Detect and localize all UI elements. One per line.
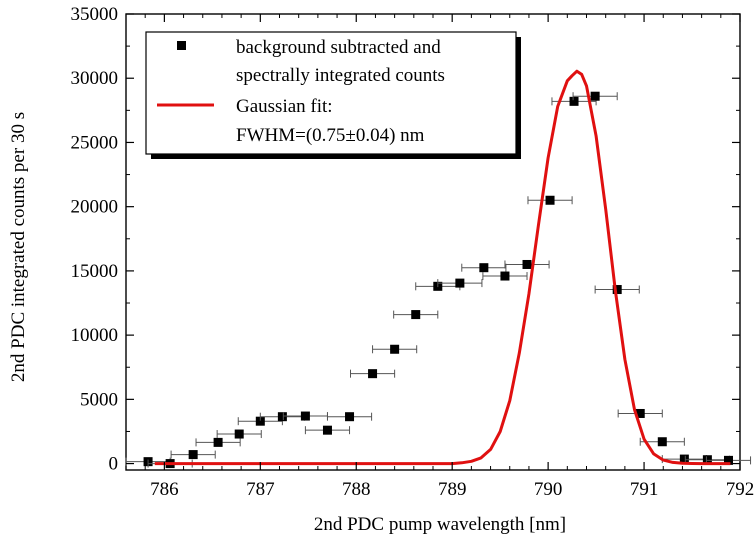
data-point — [390, 344, 400, 354]
x-tick-label: 786 — [150, 479, 179, 500]
x-tick-label: 790 — [534, 479, 563, 500]
legend: background subtracted and spectrally inte… — [145, 31, 521, 159]
data-point — [411, 310, 421, 320]
data-point — [702, 455, 712, 465]
x-axis-title: 2nd PDC pump wavelength [nm] — [314, 514, 566, 535]
x-tick-label: 792 — [726, 479, 755, 500]
y-tick-label: 20000 — [71, 197, 119, 218]
data-point — [213, 437, 223, 447]
data-point — [679, 454, 689, 464]
y-axis-title: 2nd PDC integrated counts per 30 s — [8, 112, 29, 382]
data-point — [545, 195, 555, 205]
data-point — [657, 437, 667, 447]
y-tick-label: 25000 — [71, 132, 119, 153]
legend-label-fit: FWHM=(0.75±0.04) nm — [236, 125, 425, 146]
legend-marker-points — [177, 41, 186, 50]
data-point — [345, 412, 355, 422]
y-tick-label: 30000 — [71, 68, 119, 89]
x-tick-label: 787 — [246, 479, 275, 500]
data-point — [368, 369, 378, 379]
legend-label-points: spectrally integrated counts — [236, 65, 445, 86]
y-tick-label: 0 — [109, 454, 119, 475]
data-point — [500, 271, 510, 281]
legend-label-fit: Gaussian fit: — [236, 96, 333, 117]
data-point — [255, 416, 265, 426]
y-tick-label: 10000 — [71, 325, 119, 346]
data-point — [635, 408, 645, 418]
data-point — [322, 425, 332, 435]
data-point — [479, 263, 489, 273]
legend-box — [145, 31, 517, 155]
data-point — [188, 450, 198, 460]
data-point — [455, 278, 465, 288]
x-tick-label: 789 — [438, 479, 467, 500]
data-point — [612, 285, 622, 295]
data-point — [569, 96, 579, 106]
legend-label-points: background subtracted and — [236, 37, 441, 58]
data-point — [234, 429, 244, 439]
data-point — [522, 259, 532, 269]
data-point — [723, 455, 733, 465]
y-tick-label: 15000 — [71, 261, 119, 282]
y-tick-label: 5000 — [80, 389, 118, 410]
axes-layer: 786 787 788 789 790 791 792 0 5000 10000 15000 2000… — [71, 4, 755, 500]
x-tick-label: 788 — [342, 479, 371, 500]
data-point — [300, 411, 310, 421]
data-point — [590, 91, 600, 101]
y-tick-label: 35000 — [71, 4, 119, 25]
x-tick-label: 791 — [630, 479, 659, 500]
data-point — [277, 412, 287, 422]
